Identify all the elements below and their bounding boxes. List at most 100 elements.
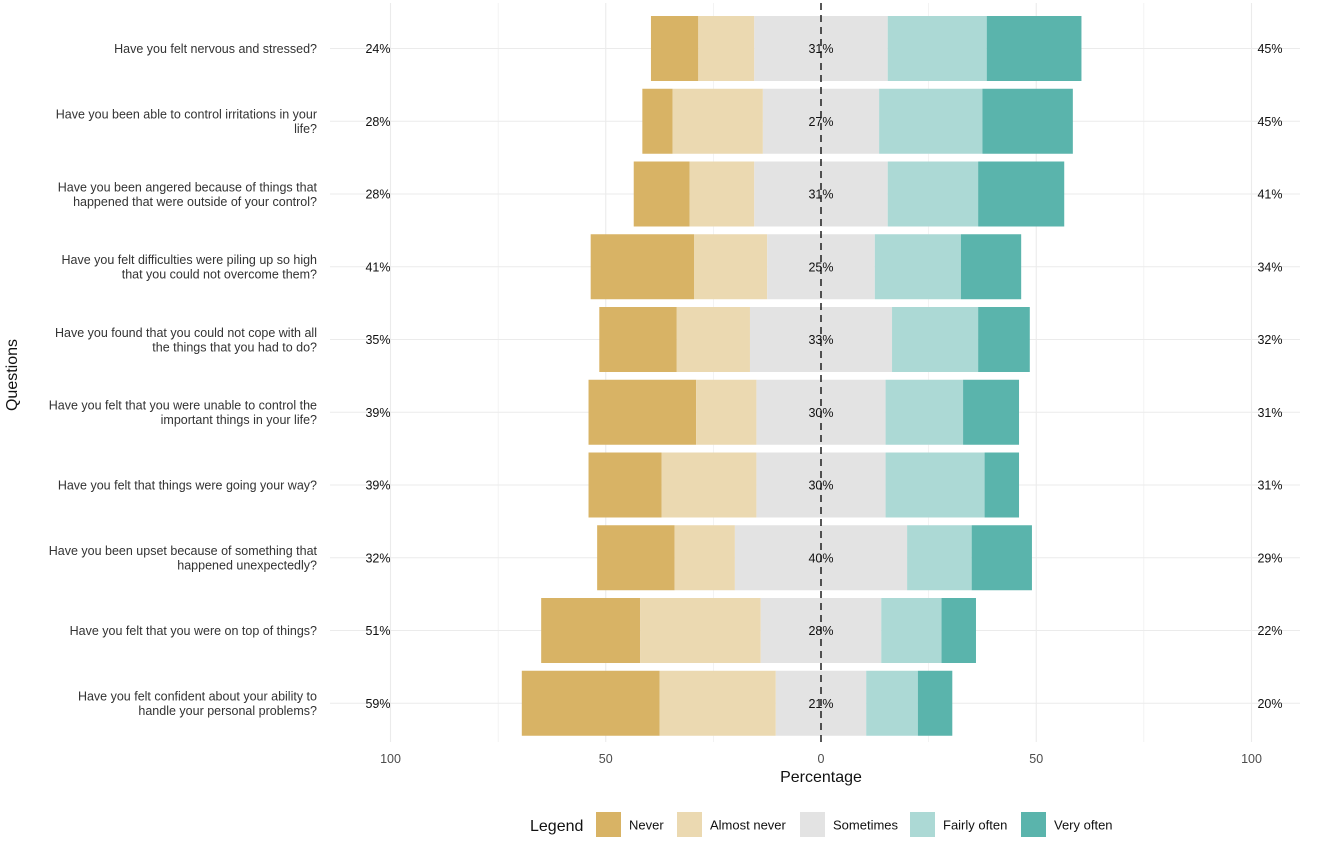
legend-swatch-fairly-often <box>910 812 935 837</box>
bar-segment-very-often <box>963 379 1020 445</box>
left-percent-label: 24% <box>365 42 390 56</box>
y-axis-title: Questions <box>4 339 21 411</box>
x-tick-label: 50 <box>1029 752 1043 766</box>
legend-title: Legend <box>530 818 583 835</box>
x-tick-label: 100 <box>380 752 401 766</box>
bar-segment-never <box>642 88 673 154</box>
bar-segment-never <box>650 16 699 81</box>
left-percent-label: 28% <box>365 115 390 129</box>
right-percent-label: 31% <box>1257 406 1282 420</box>
x-tick-label: 50 <box>599 752 613 766</box>
legend-swatch-very-often <box>1021 812 1046 837</box>
left-percent-label: 39% <box>365 479 390 493</box>
legend-label: Sometimes <box>833 818 899 833</box>
right-percent-label: 34% <box>1257 260 1282 274</box>
question-label: Have you felt that you were on top of th… <box>70 624 317 638</box>
bar-segment-almost-never <box>674 525 735 591</box>
right-percent-label: 29% <box>1257 551 1282 565</box>
question-label: life? <box>294 122 317 136</box>
right-percent-label: 22% <box>1257 624 1282 638</box>
legend-label: Fairly often <box>943 818 1007 833</box>
bar-segment-never <box>633 161 690 227</box>
x-tick-label: 100 <box>1241 752 1262 766</box>
bar-segment-very-often <box>982 88 1073 154</box>
bar-segment-never <box>599 307 677 372</box>
left-percent-label: 28% <box>365 188 390 202</box>
question-label: happened unexpectedly? <box>177 559 317 573</box>
bar-segment-very-often <box>978 161 1065 227</box>
bar-segment-fairly-often <box>887 161 979 227</box>
bar-segment-very-often <box>984 452 1020 518</box>
bar-segment-sometimes <box>754 16 888 81</box>
question-label: Have you felt that things were going you… <box>58 479 317 493</box>
legend: Legend Never Almost never Sometimes Fairly … <box>530 812 1113 837</box>
right-percent-label: 45% <box>1257 115 1282 129</box>
bar-segment-almost-never <box>661 452 757 518</box>
left-percent-label: 39% <box>365 406 390 420</box>
question-label: that you could not overcome them? <box>122 268 317 282</box>
bars <box>521 16 1082 736</box>
bar-segment-fairly-often <box>874 234 961 300</box>
left-percent-label: 32% <box>365 551 390 565</box>
right-percent-label: 31% <box>1257 479 1282 493</box>
bar-segment-almost-never <box>640 598 761 663</box>
question-label: handle your personal problems? <box>138 704 317 718</box>
question-label: Have you felt confident about your abili… <box>78 690 317 704</box>
question-label: Have you been upset because of something… <box>49 544 318 558</box>
legend-label: Very often <box>1054 818 1113 833</box>
bar-segment-fairly-often <box>885 379 964 445</box>
bar-segment-very-often <box>986 16 1082 81</box>
bar-segment-almost-never <box>672 88 763 154</box>
bar-segment-almost-never <box>698 16 755 81</box>
bar-segment-fairly-often <box>892 307 979 372</box>
bar-segment-never <box>521 670 660 736</box>
x-tick-label: 0 <box>818 752 825 766</box>
bar-segment-never <box>588 379 697 445</box>
bar-segment-almost-never <box>659 670 776 736</box>
legend-swatch-sometimes <box>800 812 825 837</box>
bar-segment-fairly-often <box>907 525 972 591</box>
left-percent-label: 59% <box>365 697 390 711</box>
x-axis-title: Percentage <box>780 769 862 786</box>
bar-segment-almost-never <box>689 161 755 227</box>
right-percent-label: 20% <box>1257 697 1282 711</box>
bar-segment-very-often <box>941 598 976 663</box>
legend-swatch-never <box>596 812 621 837</box>
bar-segment-very-often <box>978 307 1030 372</box>
labels: Have you felt nervous and stressed? 24% 31… <box>49 42 1283 718</box>
question-label: Have you found that you could not cope w… <box>55 326 317 340</box>
bar-segment-almost-never <box>696 379 757 445</box>
legend-swatch-almost-never <box>677 812 702 837</box>
bar-segment-almost-never <box>676 307 750 372</box>
question-label: the things that you had to do? <box>152 340 317 354</box>
bar-segment-fairly-often <box>879 88 983 154</box>
bar-segment-never <box>541 598 641 663</box>
bar-segment-never <box>597 525 675 591</box>
question-label: happened that were outside of your contr… <box>73 195 317 209</box>
bar-segment-almost-never <box>694 234 768 300</box>
question-label: important things in your life? <box>161 413 317 427</box>
bar-segment-never <box>590 234 695 300</box>
legend-label: Never <box>629 818 664 833</box>
bar-segment-fairly-often <box>887 16 987 81</box>
question-label: Have you been angered because of things … <box>58 180 318 194</box>
bar-segment-fairly-often <box>881 598 942 663</box>
right-percent-label: 32% <box>1257 333 1282 347</box>
right-percent-label: 45% <box>1257 42 1282 56</box>
bar-segment-never <box>588 452 662 518</box>
bar-segment-very-often <box>971 525 1032 591</box>
left-percent-label: 41% <box>365 260 390 274</box>
x-axis: 100 50 0 50 100 <box>380 752 1262 766</box>
middle-percent-label: 31% <box>808 188 833 202</box>
question-label: Have you felt difficulties were piling u… <box>62 253 318 267</box>
middle-percent-label: 27% <box>808 115 833 129</box>
left-percent-label: 35% <box>365 333 390 347</box>
bar-segment-very-often <box>960 234 1022 300</box>
bar-segment-fairly-often <box>885 452 985 518</box>
bar-segment-very-often <box>917 670 953 736</box>
right-percent-label: 41% <box>1257 188 1282 202</box>
left-percent-label: 51% <box>365 624 390 638</box>
question-label: Have you felt nervous and stressed? <box>114 42 317 56</box>
question-label: Have you felt that you were unable to co… <box>49 399 317 413</box>
